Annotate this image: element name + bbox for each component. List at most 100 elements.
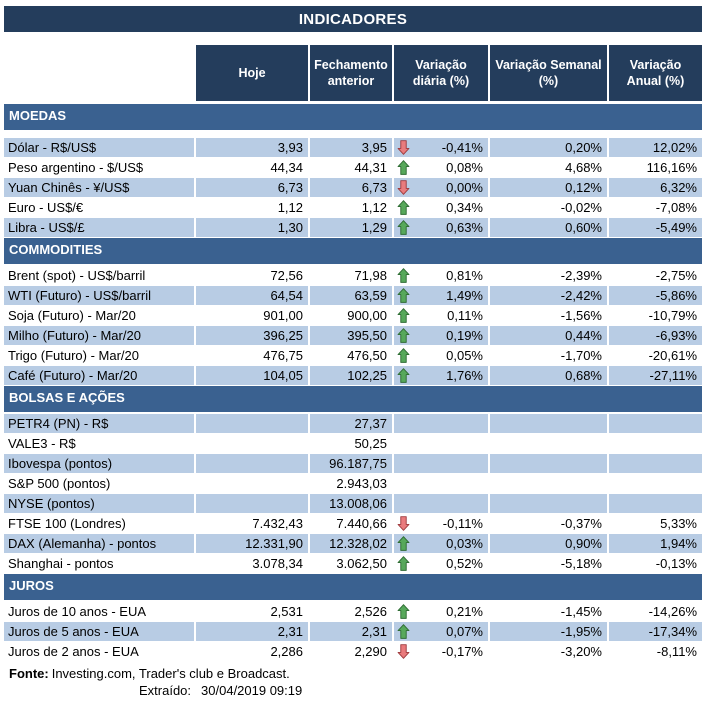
up-arrow-icon (397, 268, 410, 283)
cell-hoje: 1,30 (196, 218, 310, 237)
cell-var-anual (609, 494, 702, 513)
cell-var-anual: 6,32% (609, 178, 702, 197)
cell-fechamento: 63,59 (310, 286, 394, 305)
up-arrow-icon (397, 200, 410, 215)
up-arrow-icon (397, 160, 410, 175)
cell-fechamento: 2.943,03 (310, 474, 394, 493)
var-diaria-value: 0,00% (446, 180, 483, 195)
cell-var-anual: -8,11% (609, 642, 702, 661)
cell-var-semanal: 0,44% (490, 326, 609, 345)
column-header-var-semanal: Variação Semanal (%) (490, 45, 609, 101)
table-row: Trigo (Futuro) - Mar/20 476,75 476,50 0,05%… (4, 346, 702, 366)
down-arrow-icon (397, 644, 410, 659)
cell-var-anual: -7,08% (609, 198, 702, 217)
var-diaria-value: 0,21% (446, 604, 483, 619)
table-row: Juros de 5 anos - EUA 2,31 2,31 0,07% -1,95%… (4, 622, 702, 642)
up-arrow-icon (397, 308, 410, 323)
var-diaria-value: -0,11% (442, 516, 483, 531)
cell-label: Milho (Futuro) - Mar/20 (4, 326, 196, 345)
cell-fechamento: 900,00 (310, 306, 394, 325)
cell-var-semanal: 0,60% (490, 218, 609, 237)
cell-var-anual: -17,34% (609, 622, 702, 641)
var-diaria-value: 0,63% (446, 220, 483, 235)
cell-label: Dólar - R$/US$ (4, 138, 196, 157)
source-text: Investing.com, Trader's club e Broadcast… (51, 666, 290, 681)
cell-var-diaria: 0,08% (394, 158, 490, 177)
cell-var-anual: 12,02% (609, 138, 702, 157)
cell-label: DAX (Alemanha) - pontos (4, 534, 196, 553)
var-diaria-value: 0,08% (446, 160, 483, 175)
extracted-label: Extraído: (139, 683, 192, 698)
cell-var-semanal: -1,70% (490, 346, 609, 365)
table-row: Ibovespa (pontos) 96.187,75 (4, 454, 702, 474)
cell-hoje: 3.078,34 (196, 554, 310, 573)
cell-fechamento: 102,25 (310, 366, 394, 385)
column-header-var-diaria: Variação diária (%) (394, 45, 490, 101)
section-header-bolsas-e-acoes: BOLSAS E AÇÕES (4, 386, 702, 412)
cell-fechamento: 395,50 (310, 326, 394, 345)
table-row: PETR4 (PN) - R$ 27,37 (4, 414, 702, 434)
up-arrow-icon (397, 288, 410, 303)
column-header-var-anual: Variação Anual (%) (609, 45, 702, 101)
cell-fechamento: 6,73 (310, 178, 394, 197)
cell-var-semanal: -0,02% (490, 198, 609, 217)
source-label: Fonte: (9, 666, 49, 681)
cell-fechamento: 71,98 (310, 266, 394, 285)
source-line: Fonte: Investing.com, Trader's club e Bro… (9, 666, 702, 681)
down-arrow-icon (397, 140, 410, 155)
cell-label: WTI (Futuro) - US$/barril (4, 286, 196, 305)
section-header-commodities: COMMODITIES (4, 238, 702, 264)
cell-var-diaria: 0,19% (394, 326, 490, 345)
var-diaria-value: 0,81% (446, 268, 483, 283)
var-diaria-value: -0,41% (441, 140, 483, 155)
cell-label: S&P 500 (pontos) (4, 474, 196, 493)
cell-label: Euro - US$/€ (4, 198, 196, 217)
cell-hoje: 396,25 (196, 326, 310, 345)
cell-var-semanal: -1,56% (490, 306, 609, 325)
cell-fechamento: 1,29 (310, 218, 394, 237)
up-arrow-icon (397, 556, 410, 571)
column-header-hoje: Hoje (196, 45, 310, 101)
cell-label: FTSE 100 (Londres) (4, 514, 196, 533)
cell-var-semanal (490, 494, 609, 513)
report-title-bar: INDICADORES (4, 6, 702, 32)
cell-fechamento: 50,25 (310, 434, 394, 453)
cell-label: NYSE (pontos) (4, 494, 196, 513)
cell-hoje: 6,73 (196, 178, 310, 197)
cell-var-anual (609, 434, 702, 453)
cell-label: Juros de 5 anos - EUA (4, 622, 196, 641)
table-row: FTSE 100 (Londres) 7.432,43 7.440,66 -0,11%… (4, 514, 702, 534)
cell-label: Shanghai - pontos (4, 554, 196, 573)
cell-fechamento: 96.187,75 (310, 454, 394, 473)
cell-hoje: 901,00 (196, 306, 310, 325)
section-header-moedas: MOEDAS (4, 104, 702, 130)
indicators-table: MOEDAS Dólar - R$/US$ 3,93 3,95 -0,41% 0,20% 1… (4, 104, 702, 662)
cell-var-anual: -27,11% (609, 366, 702, 385)
cell-var-anual (609, 454, 702, 473)
up-arrow-icon (397, 624, 410, 639)
cell-var-anual: 1,94% (609, 534, 702, 553)
up-arrow-icon (397, 368, 410, 383)
cell-var-diaria: 0,07% (394, 622, 490, 641)
cell-label: Soja (Futuro) - Mar/20 (4, 306, 196, 325)
table-row: Euro - US$/€ 1,12 1,12 0,34% -0,02% -7,08% (4, 198, 702, 218)
cell-hoje: 1,12 (196, 198, 310, 217)
cell-var-diaria (394, 454, 490, 473)
table-row: Peso argentino - $/US$ 44,34 44,31 0,08% 4,6… (4, 158, 702, 178)
cell-var-diaria: 0,52% (394, 554, 490, 573)
cell-var-semanal: -2,42% (490, 286, 609, 305)
table-row: Juros de 2 anos - EUA 2,286 2,290 -0,17% -3,… (4, 642, 702, 662)
up-arrow-icon (397, 604, 410, 619)
cell-var-semanal: 4,68% (490, 158, 609, 177)
cell-var-diaria: 0,00% (394, 178, 490, 197)
var-diaria-value: 0,19% (446, 328, 483, 343)
cell-var-diaria: 0,03% (394, 534, 490, 553)
cell-hoje: 12.331,90 (196, 534, 310, 553)
cell-hoje (196, 454, 310, 473)
extracted-timestamp: 30/04/2019 09:19 (201, 683, 303, 698)
cell-label: Libra - US$/£ (4, 218, 196, 237)
cell-fechamento: 13.008,06 (310, 494, 394, 513)
table-row: Libra - US$/£ 1,30 1,29 0,63% 0,60% -5,49% (4, 218, 702, 238)
cell-fechamento: 2,31 (310, 622, 394, 641)
down-arrow-icon (397, 516, 410, 531)
